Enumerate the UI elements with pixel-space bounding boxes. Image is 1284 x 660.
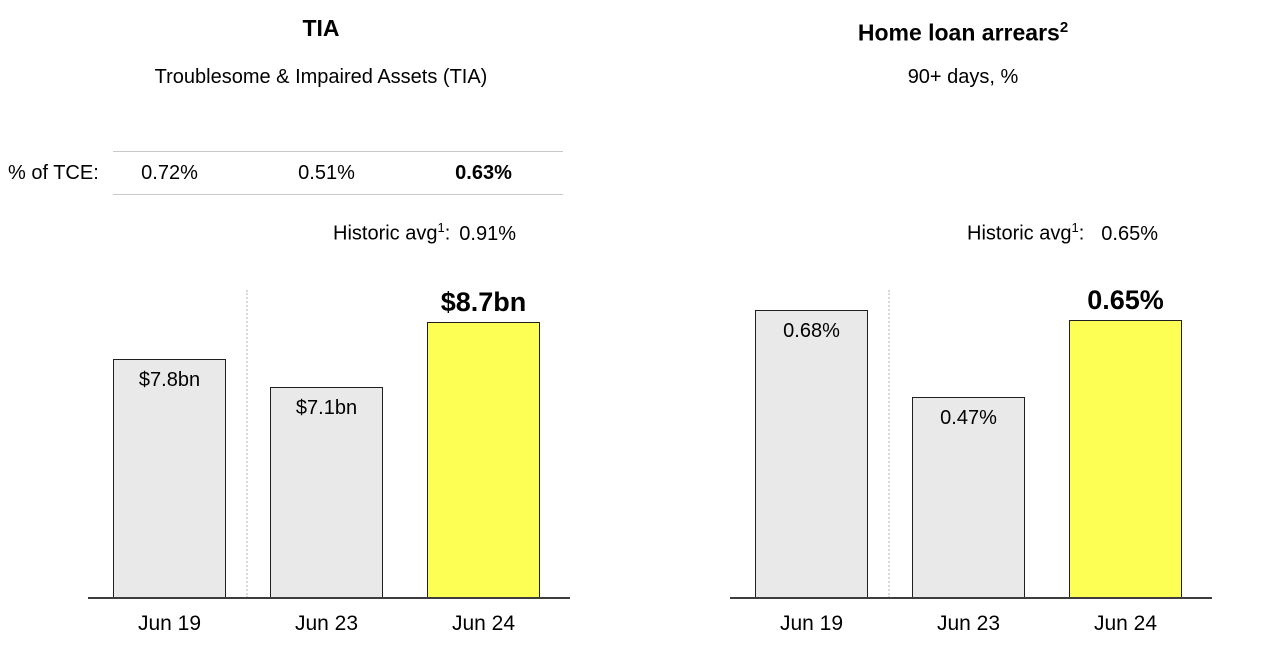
tia-bar-jun24-value-label: $8.7bn bbox=[440, 287, 527, 317]
tia-historic-avg-footnote-marker: 1 bbox=[437, 220, 445, 235]
arrears-bar-jun23-value-label: 0.47% bbox=[940, 407, 997, 429]
tia-period-divider-line bbox=[246, 290, 248, 598]
tia-x-axis-line bbox=[88, 597, 570, 599]
arrears-historic-avg-label: Historic avg bbox=[967, 222, 1072, 245]
tce-value-jun19: 0.72% bbox=[141, 162, 198, 184]
tce-value-jun24: 0.63% bbox=[455, 162, 512, 184]
tce-table-bottom-rule bbox=[113, 194, 563, 195]
arrears-x-axis-label-jun23: Jun 23 bbox=[936, 612, 1001, 635]
tia-x-axis-label-jun24: Jun 24 bbox=[451, 612, 516, 635]
arrears-chart-panel: Home loan arrears2 90+ days, % Historic … bbox=[642, 0, 1284, 660]
arrears-bar-jun23: 0.47% bbox=[912, 397, 1025, 598]
arrears-x-axis-label-jun24: Jun 24 bbox=[1093, 612, 1158, 635]
arrears-historic-avg-value: 0.65% bbox=[1101, 222, 1158, 245]
tia-chart-title: TIA bbox=[0, 14, 642, 42]
arrears-bar-jun19: 0.68% bbox=[755, 310, 868, 598]
arrears-chart-subtitle: 90+ days, % bbox=[907, 66, 1019, 88]
tce-row-label: % of TCE: bbox=[8, 162, 99, 184]
arrears-bar-jun24-value-label: 0.65% bbox=[1087, 285, 1164, 315]
tia-bar-jun24: $8.7bn bbox=[427, 287, 540, 598]
arrears-bar-jun19-value-label: 0.68% bbox=[783, 320, 840, 342]
tia-bar-jun23-value-label: $7.1bn bbox=[295, 397, 358, 419]
tce-value-jun23: 0.51% bbox=[298, 162, 355, 184]
arrears-chart-title-text: Home loan arrears bbox=[857, 19, 1060, 46]
tia-x-axis-label-jun19: Jun 19 bbox=[137, 612, 202, 635]
tia-bar-jun23: $7.1bn bbox=[270, 387, 383, 598]
tia-chart-title-text: TIA bbox=[302, 15, 340, 41]
arrears-bar-jun24: 0.65% bbox=[1069, 285, 1182, 598]
tia-bar-jun19-value-label: $7.8bn bbox=[138, 369, 201, 391]
tia-bar-jun19: $7.8bn bbox=[113, 359, 226, 598]
arrears-period-divider-line bbox=[888, 290, 890, 598]
tce-table-top-rule bbox=[113, 151, 563, 152]
arrears-title-footnote-marker: 2 bbox=[1059, 19, 1069, 36]
arrears-historic-avg: Historic avg1: 0.65% bbox=[967, 216, 1158, 246]
arrears-historic-avg-footnote-marker: 1 bbox=[1071, 220, 1079, 235]
tia-historic-avg-value: 0.91% bbox=[459, 222, 516, 245]
arrears-historic-avg-colon: : bbox=[1078, 222, 1085, 245]
arrears-chart-title: Home loan arrears2 bbox=[642, 14, 1284, 47]
arrears-x-axis-line bbox=[730, 597, 1212, 599]
tia-chart-subtitle: Troublesome & Impaired Assets (TIA) bbox=[154, 66, 488, 88]
tia-x-axis-label-jun23: Jun 23 bbox=[294, 612, 359, 635]
tia-chart-panel: TIA Troublesome & Impaired Assets (TIA) … bbox=[0, 14, 642, 635]
tia-historic-avg-label: Historic avg bbox=[333, 222, 438, 245]
tia-historic-avg: Historic avg1: 0.91% bbox=[333, 216, 516, 246]
tia-historic-avg-colon: : bbox=[444, 222, 451, 245]
arrears-x-axis-label-jun19: Jun 19 bbox=[779, 612, 844, 635]
